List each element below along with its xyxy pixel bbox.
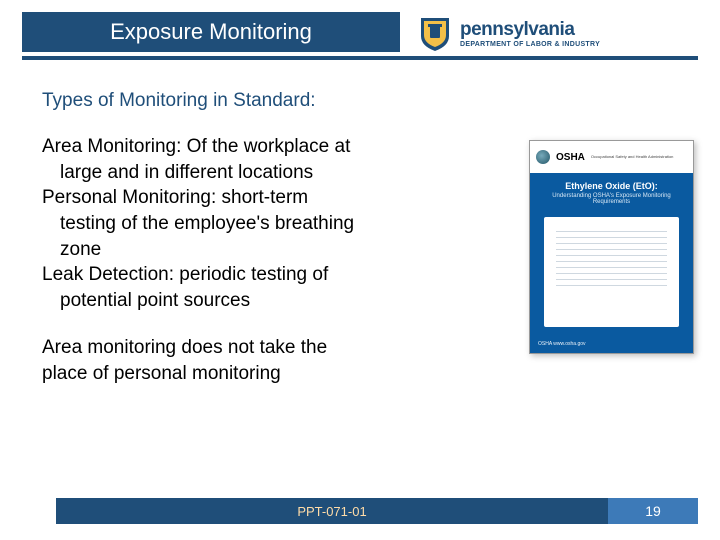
content-body: Area Monitoring: Of the workplace at lar…: [42, 134, 482, 313]
title-bar: Exposure Monitoring: [22, 12, 400, 52]
keystone-shield-icon: [418, 16, 452, 52]
thumb-title: Ethylene Oxide (EtO):: [538, 181, 685, 191]
thumb-footer: OSHA www.osha.gov: [538, 341, 586, 347]
thumb-page-preview: [544, 217, 679, 327]
term-area: Area Monitoring: [42, 136, 176, 157]
osha-globe-icon: [536, 150, 550, 164]
logo-text: pennsylvania DEPARTMENT OF LABOR & INDUS…: [460, 20, 600, 48]
cont-personal-2: zone: [42, 237, 482, 263]
desc-leak: : periodic testing of: [169, 264, 328, 285]
logo-sub-text: DEPARTMENT OF LABOR & INDUSTRY: [460, 41, 600, 48]
logo-main-text: pennsylvania: [460, 20, 600, 39]
thumb-subtitle: Understanding OSHA's Exposure Monitoring…: [538, 193, 685, 205]
note-line-1: Area monitoring does not take the: [42, 335, 482, 361]
page-number-box: 19: [608, 498, 698, 524]
slide-title: Exposure Monitoring: [110, 19, 312, 45]
content-note: Area monitoring does not take the place …: [42, 335, 482, 386]
cont-leak: potential point sources: [42, 288, 482, 314]
desc-personal: : short-term: [211, 187, 308, 208]
osha-logo-text: OSHA: [556, 152, 585, 163]
footer-bar: PPT-071-01: [56, 498, 608, 524]
desc-area: : Of the workplace at: [176, 136, 350, 157]
cont-personal-1: testing of the employee's breathing: [42, 211, 482, 237]
dept-logo: pennsylvania DEPARTMENT OF LABOR & INDUS…: [418, 14, 698, 54]
term-leak: Leak Detection: [42, 264, 169, 285]
thumb-header: OSHA Occupational Safety and Health Admi…: [530, 141, 693, 173]
cont-area: large and in different locations: [42, 160, 482, 186]
osha-top-text: Occupational Safety and Health Administr…: [591, 155, 674, 159]
slide-content: Types of Monitoring in Standard: Area Mo…: [42, 90, 482, 387]
content-heading: Types of Monitoring in Standard:: [42, 90, 482, 112]
thumb-body: Ethylene Oxide (EtO): Understanding OSHA…: [530, 173, 693, 353]
page-number: 19: [645, 503, 661, 519]
osha-doc-thumbnail: OSHA Occupational Safety and Health Admi…: [529, 140, 694, 354]
term-personal: Personal Monitoring: [42, 187, 211, 208]
title-underline: [22, 56, 698, 60]
note-line-2: place of personal monitoring: [42, 361, 482, 387]
footer-code: PPT-071-01: [297, 504, 366, 519]
